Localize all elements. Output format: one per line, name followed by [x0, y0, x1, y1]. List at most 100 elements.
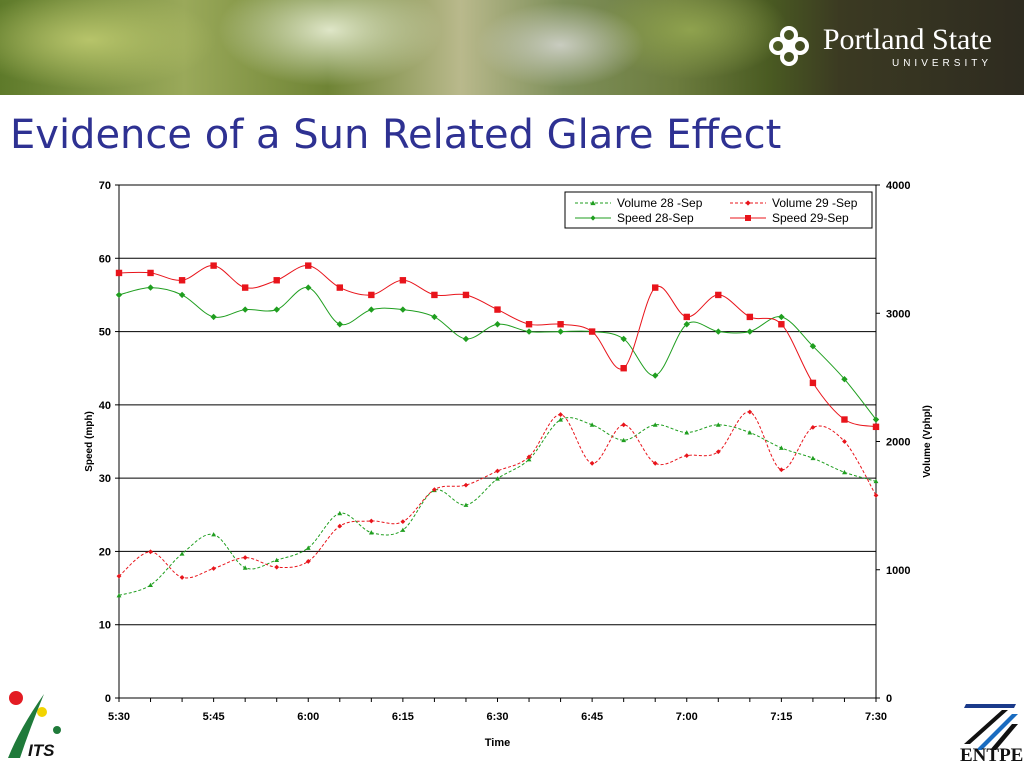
x-axis-title: Time [485, 737, 510, 749]
x-tick-label: 6:30 [486, 711, 508, 723]
data-point-diamond [211, 566, 217, 571]
data-point-diamond [305, 284, 312, 291]
y-axis-title: Speed (mph) [84, 411, 95, 472]
psu-mark-icon [768, 26, 809, 67]
x-tick-label: 7:15 [770, 711, 792, 723]
legend-label: Speed 29-Sep [772, 211, 849, 225]
data-point-diamond [842, 439, 847, 444]
legend-box [564, 191, 873, 229]
x-tick-label: 5:45 [203, 711, 225, 723]
data-point-diamond [368, 306, 375, 313]
data-point-square [494, 306, 501, 313]
data-point-diamond [620, 335, 627, 343]
university-name: Portland State [822, 22, 992, 56]
data-point-diamond [747, 409, 753, 415]
data-point-square [368, 291, 375, 299]
y2-tick-label: 2000 [886, 437, 910, 449]
data-point-diamond [684, 453, 690, 459]
data-point-square [462, 291, 470, 299]
data-point-square [305, 262, 312, 269]
legend-label: Volume 28 -Sep [617, 196, 703, 210]
data-point-square [399, 277, 407, 284]
data-point-diamond [463, 482, 469, 488]
data-point-triangle [400, 527, 406, 532]
y2-tick-label: 4000 [886, 180, 910, 192]
data-point-diamond [178, 291, 186, 299]
data-point-square [683, 313, 690, 321]
y-tick-label: 30 [99, 473, 111, 485]
y-tick-label: 20 [99, 546, 111, 558]
entpe-logo-icon [964, 704, 1018, 750]
data-point-square [778, 321, 785, 328]
data-point-triangle [211, 532, 217, 537]
data-point-diamond [305, 559, 311, 564]
data-point-diamond [558, 412, 563, 417]
its-logo-icon: ITS [8, 691, 61, 760]
data-point-diamond [431, 313, 438, 321]
data-point-triangle [589, 422, 595, 427]
data-point-square [273, 277, 280, 284]
data-point-triangle [747, 430, 753, 435]
data-point-square [210, 262, 217, 269]
data-point-diamond [242, 555, 248, 560]
data-point-triangle [368, 530, 374, 535]
y2-tick-label: 0 [886, 693, 892, 705]
data-point-diamond [273, 306, 280, 313]
data-point-square [652, 284, 659, 291]
data-point-square [872, 423, 880, 431]
data-point-diamond [652, 372, 659, 379]
data-point-triangle [621, 437, 627, 443]
data-point-triangle [337, 510, 343, 516]
y2-tick-label: 1000 [886, 565, 910, 577]
data-point-diamond [399, 306, 407, 313]
data-point-diamond [652, 460, 658, 466]
y-tick-label: 50 [99, 327, 111, 339]
data-point-diamond [462, 335, 470, 343]
data-point-square [588, 328, 596, 335]
data-point-diamond [778, 313, 785, 321]
data-point-triangle [778, 445, 784, 450]
data-point-square [809, 379, 817, 387]
university-logo: Portland State UNIVERSITY [765, 22, 992, 70]
data-point-square [841, 416, 848, 423]
data-point-diamond [336, 321, 343, 328]
x-tick-label: 7:00 [676, 711, 698, 723]
data-point-diamond [590, 215, 596, 221]
data-point-triangle [305, 545, 311, 550]
y-tick-label: 10 [99, 620, 111, 632]
data-point-triangle [810, 455, 816, 461]
data-point-diamond [241, 306, 249, 313]
data-point-diamond [525, 328, 533, 335]
data-point-diamond [179, 575, 185, 580]
data-point-triangle [148, 582, 153, 588]
data-point-triangle [274, 557, 280, 563]
data-point-triangle [463, 502, 469, 507]
data-point-triangle [558, 417, 563, 422]
y-tick-label: 70 [99, 180, 111, 192]
x-tick-label: 5:30 [108, 711, 130, 723]
plot-area [118, 184, 877, 699]
data-point-diamond [683, 321, 690, 328]
data-point-diamond [873, 492, 879, 498]
data-point-diamond [116, 573, 122, 579]
data-point-diamond [147, 284, 154, 291]
slide-title: Evidence of a Sun Related Glare Effect [10, 112, 782, 158]
data-point-triangle [842, 469, 847, 475]
data-point-diamond [400, 519, 406, 525]
data-point-square [115, 269, 123, 277]
header-banner: Portland State UNIVERSITY [0, 0, 1024, 95]
data-point-triangle [116, 593, 122, 598]
data-point-square [715, 291, 722, 299]
data-point-square [525, 321, 533, 328]
data-point-triangle [715, 422, 721, 427]
data-point-square [336, 284, 343, 291]
data-point-triangle [873, 478, 879, 484]
data-point-triangle [684, 430, 690, 435]
x-tick-label: 6:00 [297, 711, 319, 723]
data-point-triangle [495, 476, 500, 481]
data-point-diamond [745, 200, 751, 206]
data-point-diamond [809, 343, 817, 350]
data-point-diamond [337, 523, 343, 529]
data-point-diamond [715, 328, 722, 335]
